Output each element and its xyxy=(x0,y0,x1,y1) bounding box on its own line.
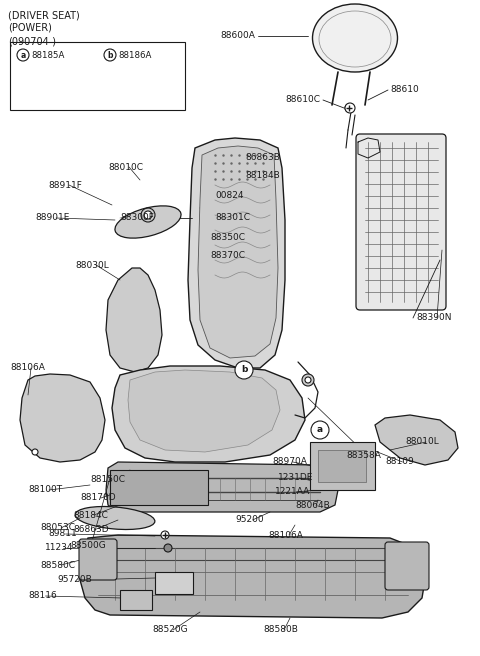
Polygon shape xyxy=(80,535,425,618)
Text: a: a xyxy=(317,426,323,434)
Text: 88358A: 88358A xyxy=(346,451,381,459)
Text: 88053C: 88053C xyxy=(40,523,75,533)
Text: 88109: 88109 xyxy=(385,457,414,466)
Text: 88500G: 88500G xyxy=(70,541,106,550)
Text: 88116: 88116 xyxy=(28,592,57,600)
FancyBboxPatch shape xyxy=(110,470,208,505)
Circle shape xyxy=(305,377,311,383)
Text: 95720B: 95720B xyxy=(57,575,92,584)
Text: 88301C: 88301C xyxy=(215,213,250,222)
FancyBboxPatch shape xyxy=(385,542,429,590)
Text: 88150C: 88150C xyxy=(90,476,125,485)
Text: (POWER): (POWER) xyxy=(8,23,52,33)
FancyBboxPatch shape xyxy=(79,539,117,580)
Text: 88911F: 88911F xyxy=(48,180,82,190)
Text: (090704-): (090704-) xyxy=(8,36,56,46)
Text: b: b xyxy=(107,51,113,60)
FancyBboxPatch shape xyxy=(310,442,375,490)
Text: 88010C: 88010C xyxy=(108,163,143,171)
Text: 88064B: 88064B xyxy=(295,501,330,510)
Text: 88901E: 88901E xyxy=(35,213,70,222)
Circle shape xyxy=(161,531,169,539)
Text: 88610: 88610 xyxy=(390,85,419,94)
Text: 88970A: 88970A xyxy=(272,457,307,466)
Text: 88184B: 88184B xyxy=(245,171,280,180)
Text: 86863D: 86863D xyxy=(73,525,108,535)
FancyBboxPatch shape xyxy=(356,134,446,310)
Text: (DRIVER SEAT): (DRIVER SEAT) xyxy=(8,10,80,20)
Text: 88600A: 88600A xyxy=(220,31,255,41)
Circle shape xyxy=(32,449,38,455)
FancyBboxPatch shape xyxy=(10,42,185,110)
Text: 86863B: 86863B xyxy=(245,154,280,163)
Polygon shape xyxy=(106,462,338,512)
Polygon shape xyxy=(20,374,105,462)
Text: 88106A: 88106A xyxy=(268,531,303,539)
Circle shape xyxy=(345,104,353,112)
FancyBboxPatch shape xyxy=(120,590,152,610)
Circle shape xyxy=(311,421,329,439)
Ellipse shape xyxy=(115,206,181,238)
Text: 88610C: 88610C xyxy=(285,96,320,104)
Circle shape xyxy=(104,49,116,61)
Polygon shape xyxy=(128,370,280,452)
Text: a: a xyxy=(20,51,25,60)
Text: 1231DE: 1231DE xyxy=(278,474,313,483)
Text: 88186A: 88186A xyxy=(118,51,151,60)
Text: 1221AA: 1221AA xyxy=(275,487,310,497)
Polygon shape xyxy=(188,138,285,368)
Text: 89811: 89811 xyxy=(48,529,77,539)
FancyBboxPatch shape xyxy=(155,572,193,594)
Text: 88030L: 88030L xyxy=(75,260,109,270)
Text: 00824: 00824 xyxy=(215,190,243,199)
Text: 88185A: 88185A xyxy=(31,51,64,60)
Text: 88106A: 88106A xyxy=(10,363,45,373)
Text: 88350C: 88350C xyxy=(210,234,245,243)
Circle shape xyxy=(144,211,152,219)
Text: 88370C: 88370C xyxy=(210,251,245,260)
Text: 88390N: 88390N xyxy=(416,314,452,323)
Circle shape xyxy=(345,103,355,113)
Text: 88520G: 88520G xyxy=(152,626,188,634)
Polygon shape xyxy=(375,415,458,465)
Text: 88010L: 88010L xyxy=(405,438,439,447)
Circle shape xyxy=(235,361,253,379)
Ellipse shape xyxy=(312,4,397,72)
Polygon shape xyxy=(106,268,162,372)
Circle shape xyxy=(302,374,314,386)
Text: b: b xyxy=(241,365,247,375)
Text: 88580C: 88580C xyxy=(40,560,75,569)
FancyBboxPatch shape xyxy=(318,450,366,482)
Text: 88580B: 88580B xyxy=(263,626,298,634)
Text: 95200: 95200 xyxy=(235,516,264,525)
Circle shape xyxy=(17,49,29,61)
Polygon shape xyxy=(198,146,278,358)
Text: 11234: 11234 xyxy=(45,544,73,552)
Text: 88300F: 88300F xyxy=(120,213,154,222)
Text: 88100T: 88100T xyxy=(28,485,62,495)
Circle shape xyxy=(164,544,172,552)
Ellipse shape xyxy=(75,506,155,529)
Text: 88170D: 88170D xyxy=(80,493,116,502)
Polygon shape xyxy=(112,366,305,462)
Text: 88184C: 88184C xyxy=(73,510,108,520)
